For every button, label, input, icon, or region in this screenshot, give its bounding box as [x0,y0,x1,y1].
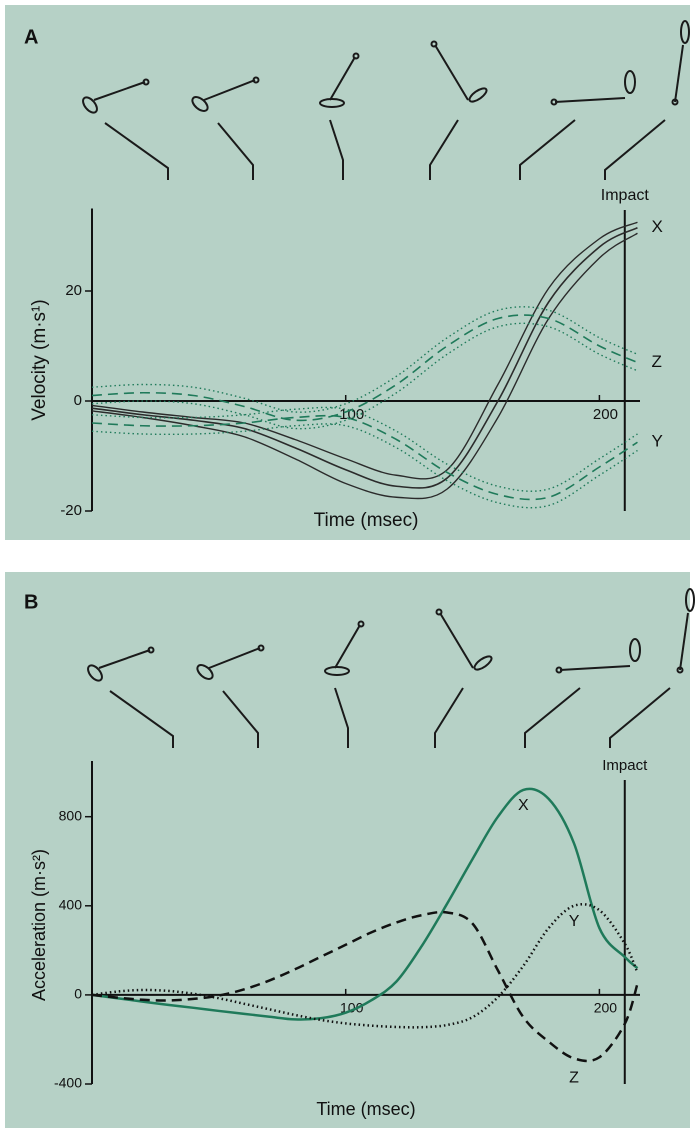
panel-label: A [24,26,38,48]
series-line [91,406,638,492]
y-tick-label: -400 [54,1075,82,1091]
panel-label: B [24,591,38,613]
x-tick-label: 100 [339,406,364,423]
series-line [91,910,639,1063]
series-line [91,227,638,489]
panel-background [5,572,690,1128]
series-label: X [651,217,662,236]
panel-background [5,5,690,540]
x-tick-label: 200 [593,406,618,423]
y-tick-label: 400 [59,896,83,912]
series-line [91,221,638,480]
y-axis-label: Acceleration (m·s²) [29,849,49,1001]
x-axis-label: Time (msec) [314,510,419,531]
series-label: Y [651,432,662,451]
impact-label: Impact [602,757,648,774]
series-label: X [518,797,529,814]
y-tick-label: 800 [59,807,83,823]
y-tick-label: 0 [74,392,82,409]
series-line [91,423,638,509]
series-line [91,787,639,1021]
series-line [91,414,638,501]
x-axis-label: Time (msec) [316,1099,415,1119]
series-label: Y [569,913,580,930]
series-label: Z [569,1070,579,1087]
y-tick-label: 0 [74,986,82,1002]
y-axis-label: Velocity (m·s¹) [29,299,50,420]
y-tick-label: -20 [60,502,82,519]
impact-label: Impact [601,187,650,204]
series-label: Z [651,352,661,371]
series-line [91,314,638,422]
y-tick-label: 20 [65,282,82,299]
x-tick-label: 200 [594,1000,618,1016]
